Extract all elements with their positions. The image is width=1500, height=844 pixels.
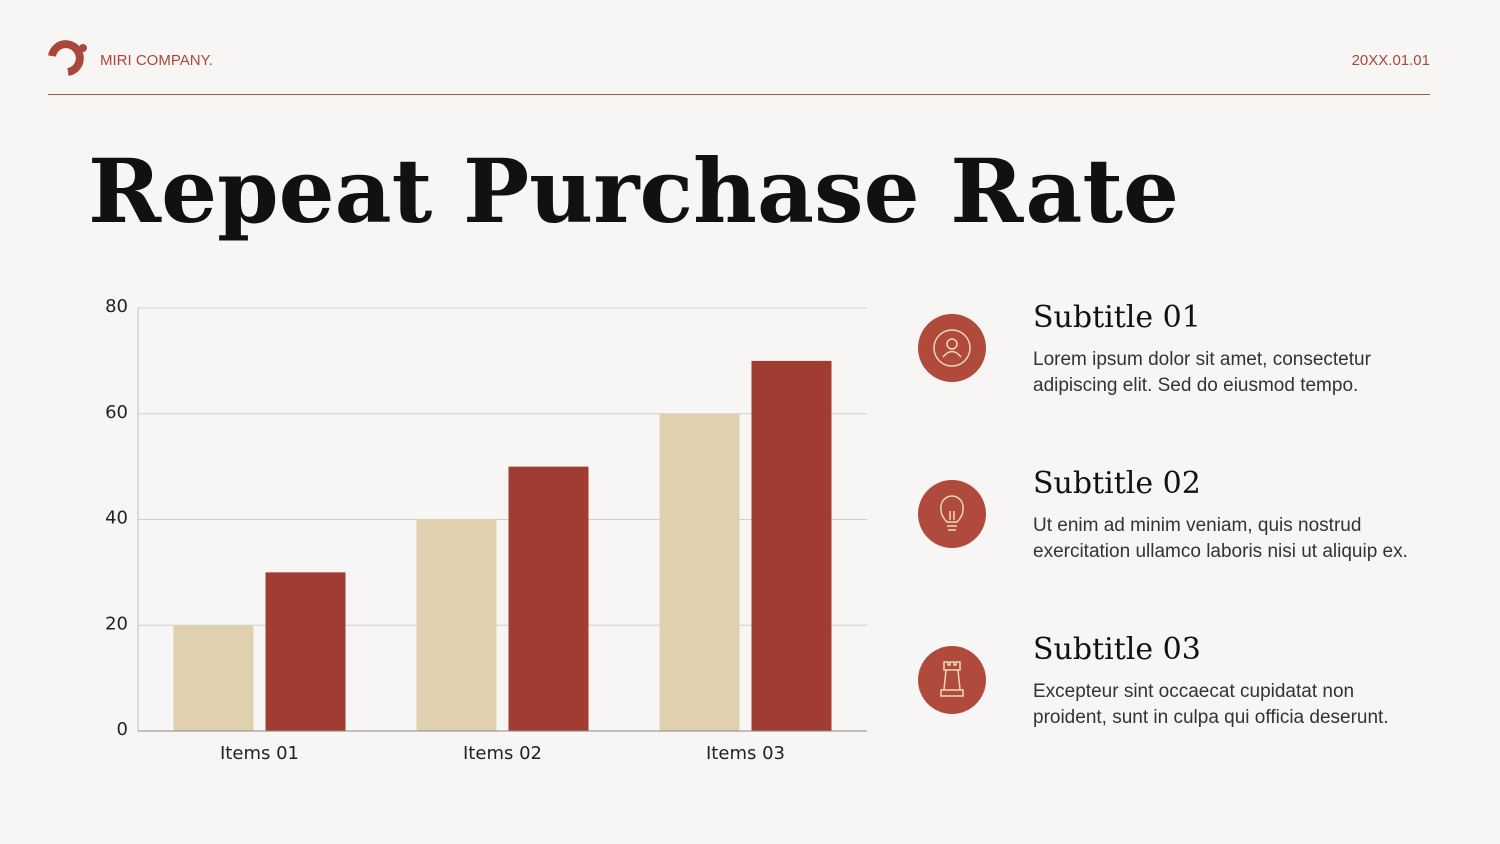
bar bbox=[416, 519, 497, 731]
company: MIRI COMPANY. bbox=[100, 52, 213, 69]
body-text: exercitation ullamco laboris nisi ut ali… bbox=[1033, 541, 1408, 562]
icon-rook bbox=[940, 661, 964, 697]
icon-user-ring bbox=[933, 329, 971, 367]
x-tick-label: Items 03 bbox=[706, 743, 785, 764]
x-tick-label: Items 02 bbox=[463, 743, 542, 764]
logo bbox=[48, 40, 87, 76]
y-tick-label: 0 bbox=[117, 719, 128, 740]
y-tick-label: 80 bbox=[105, 296, 128, 317]
icon-circle bbox=[918, 314, 986, 382]
subtitle: Subtitle 02 bbox=[1033, 466, 1201, 501]
body-text: proident, sunt in culpa qui officia dese… bbox=[1033, 707, 1389, 728]
title: Repeat Purchase Rate bbox=[88, 139, 1179, 243]
bar bbox=[508, 466, 589, 731]
bar bbox=[751, 360, 832, 731]
y-tick-label: 60 bbox=[105, 402, 128, 423]
icon-user-body bbox=[942, 350, 962, 358]
body-text: Excepteur sint occaecat cupidatat non bbox=[1033, 681, 1354, 702]
body-text: Ut enim ad minim veniam, quis nostrud bbox=[1033, 515, 1361, 536]
icons bbox=[918, 314, 986, 714]
logo-arc bbox=[48, 40, 84, 76]
icon-circle bbox=[918, 480, 986, 548]
logo-dot bbox=[79, 44, 87, 52]
y-tick-label: 20 bbox=[105, 613, 128, 634]
icon-bulb bbox=[940, 495, 964, 531]
x-tick-label: Items 01 bbox=[220, 743, 299, 764]
icon-circle bbox=[918, 646, 986, 714]
y-tick-label: 40 bbox=[105, 508, 128, 529]
bar bbox=[173, 625, 254, 731]
bar bbox=[265, 572, 346, 731]
subtitle: Subtitle 03 bbox=[1033, 632, 1201, 667]
body-text: adipiscing elit. Sed do eiusmod tempo. bbox=[1033, 375, 1358, 396]
date: 20XX.01.01 bbox=[1352, 52, 1430, 69]
subtitle: Subtitle 01 bbox=[1033, 300, 1201, 335]
icon-user-head bbox=[946, 338, 958, 350]
body-text: Lorem ipsum dolor sit amet, consectetur bbox=[1033, 349, 1372, 370]
bar bbox=[659, 413, 740, 731]
